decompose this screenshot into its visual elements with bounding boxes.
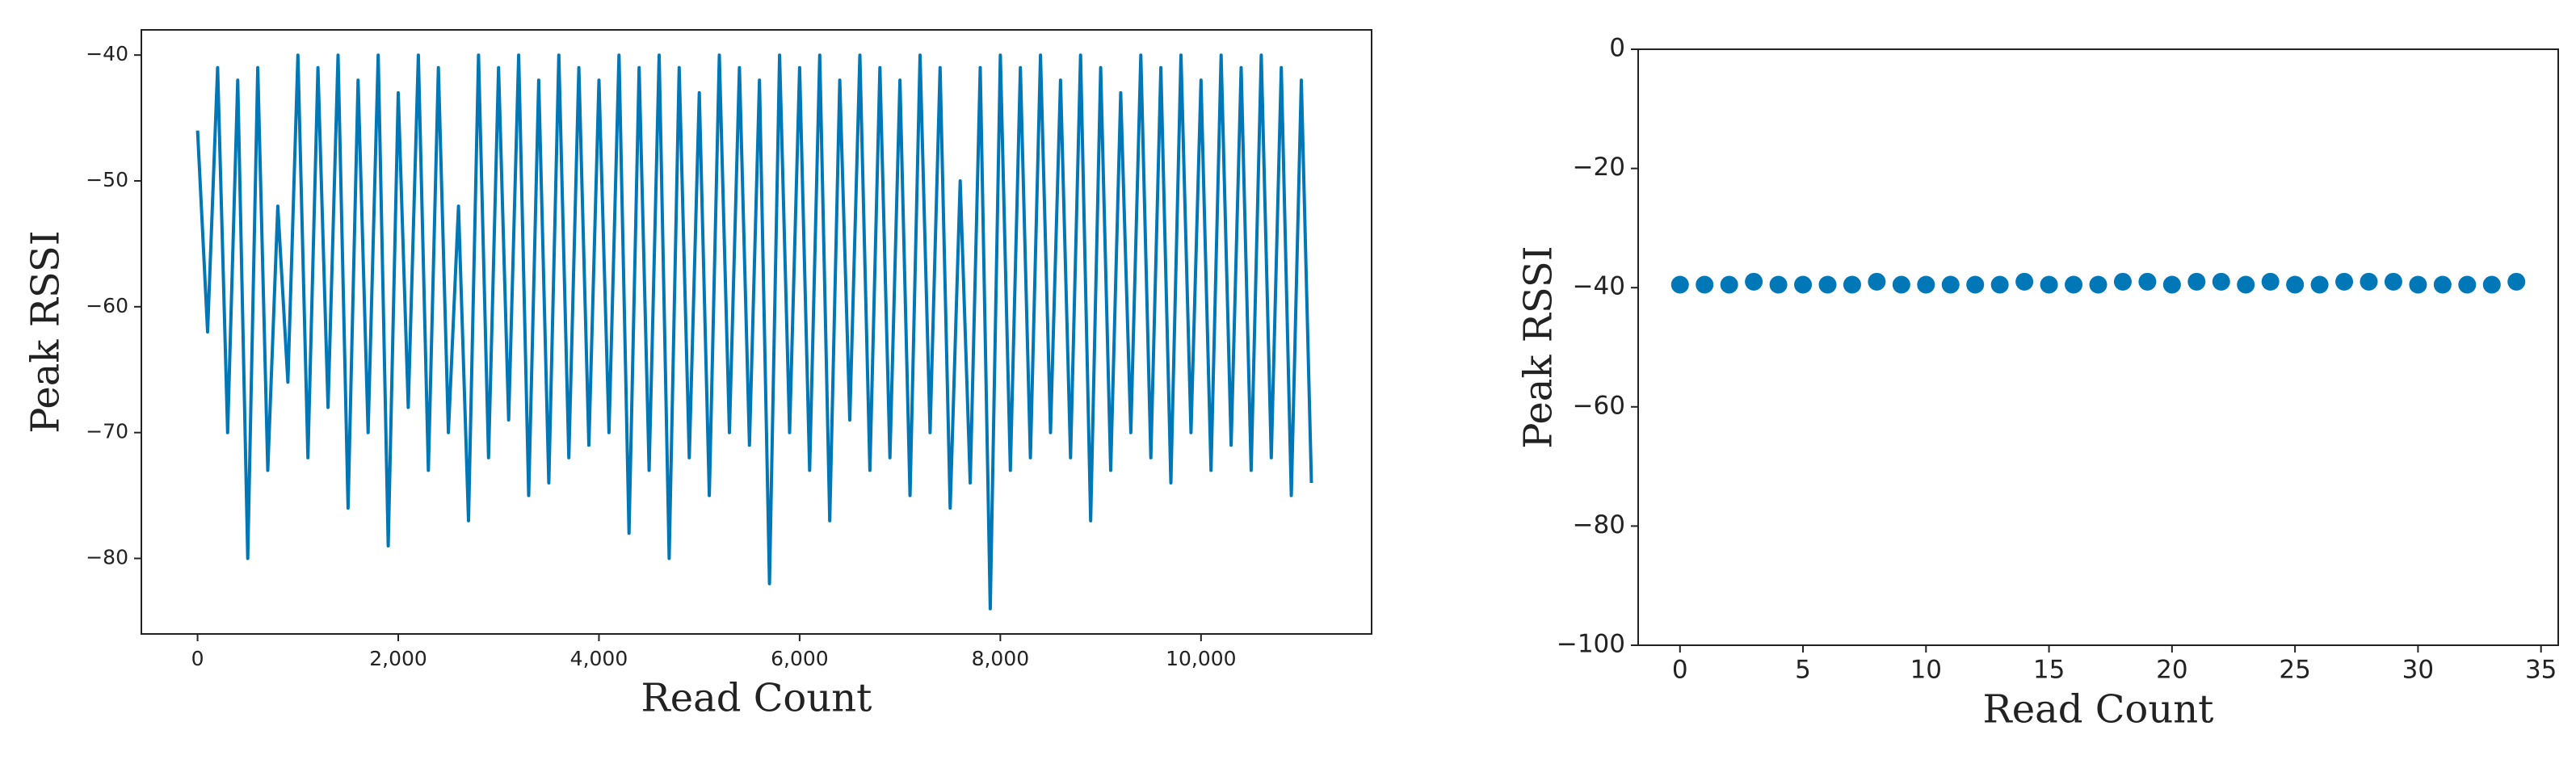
data-point bbox=[2138, 272, 2157, 291]
data-point bbox=[1990, 275, 2009, 294]
y-tick-label: −60 bbox=[86, 294, 128, 317]
data-point bbox=[2360, 272, 2378, 291]
data-point bbox=[1966, 275, 1985, 294]
y-tick-label: −80 bbox=[1573, 510, 1625, 539]
data-point bbox=[1670, 275, 1689, 294]
x-tick-label: 35 bbox=[2525, 656, 2557, 685]
data-point bbox=[1843, 275, 1861, 294]
x-tick-label: 8,000 bbox=[972, 647, 1030, 670]
data-point bbox=[1794, 275, 1813, 294]
x-tick-label: 25 bbox=[2279, 656, 2310, 685]
data-point bbox=[1745, 272, 1763, 291]
x-axis-title: Read Count bbox=[1983, 687, 2214, 732]
y-axis-title: Peak RSSI bbox=[1516, 246, 1561, 449]
y-tick-label: −40 bbox=[1573, 272, 1625, 301]
x-tick-label: 15 bbox=[2033, 656, 2065, 685]
data-point bbox=[1696, 275, 1714, 294]
data-point bbox=[1892, 275, 1910, 294]
data-point bbox=[2384, 272, 2402, 291]
data-point bbox=[1769, 275, 1788, 294]
data-point bbox=[1818, 275, 1837, 294]
x-tick-label: 5 bbox=[1795, 656, 1811, 685]
x-tick-label: 0 bbox=[191, 647, 204, 670]
data-point bbox=[2286, 275, 2305, 294]
plot-frame bbox=[141, 29, 1372, 635]
x-tick-label: 4,000 bbox=[570, 647, 628, 670]
data-point bbox=[2261, 272, 2280, 291]
data-point bbox=[2162, 275, 2181, 294]
data-point bbox=[2237, 275, 2255, 294]
data-point bbox=[2040, 275, 2058, 294]
data-point bbox=[1868, 272, 1886, 291]
data-point bbox=[2065, 275, 2083, 294]
data-point bbox=[1917, 275, 1935, 294]
y-axis-title: Peak RSSI bbox=[23, 230, 69, 434]
x-tick-label: 30 bbox=[2402, 656, 2434, 685]
data-point bbox=[2433, 275, 2452, 294]
data-point bbox=[2409, 275, 2427, 294]
y-tick-label: −50 bbox=[86, 168, 128, 191]
x-tick-label: 0 bbox=[1672, 656, 1688, 685]
data-point bbox=[2482, 275, 2501, 294]
data-point bbox=[2089, 275, 2107, 294]
y-tick-label: 0 bbox=[1609, 34, 1625, 63]
data-point bbox=[2458, 275, 2477, 294]
data-point bbox=[2187, 272, 2206, 291]
data-point bbox=[2310, 275, 2329, 294]
y-tick-label: −20 bbox=[1573, 153, 1625, 182]
data-point bbox=[2015, 272, 2034, 291]
x-tick-label: 10,000 bbox=[1166, 647, 1236, 670]
data-point bbox=[1720, 275, 1738, 294]
data-point bbox=[1941, 275, 1960, 294]
y-tick-label: −60 bbox=[1573, 391, 1625, 420]
x-tick-label: 20 bbox=[2156, 656, 2187, 685]
x-tick-label: 2,000 bbox=[369, 647, 427, 670]
y-tick-label: −80 bbox=[86, 546, 128, 569]
data-point bbox=[2507, 272, 2526, 291]
x-tick-label: 10 bbox=[1910, 656, 1942, 685]
plot-frame bbox=[1637, 48, 2559, 646]
x-tick-label: 6,000 bbox=[771, 647, 829, 670]
y-tick-label: −40 bbox=[86, 42, 128, 65]
y-tick-label: −70 bbox=[86, 420, 128, 443]
y-tick-label: −100 bbox=[1557, 630, 1625, 659]
data-point bbox=[2113, 272, 2132, 291]
x-axis-title: Read Count bbox=[641, 676, 872, 721]
data-point bbox=[2335, 272, 2354, 291]
data-point bbox=[2212, 272, 2230, 291]
data-line bbox=[195, 53, 1313, 611]
